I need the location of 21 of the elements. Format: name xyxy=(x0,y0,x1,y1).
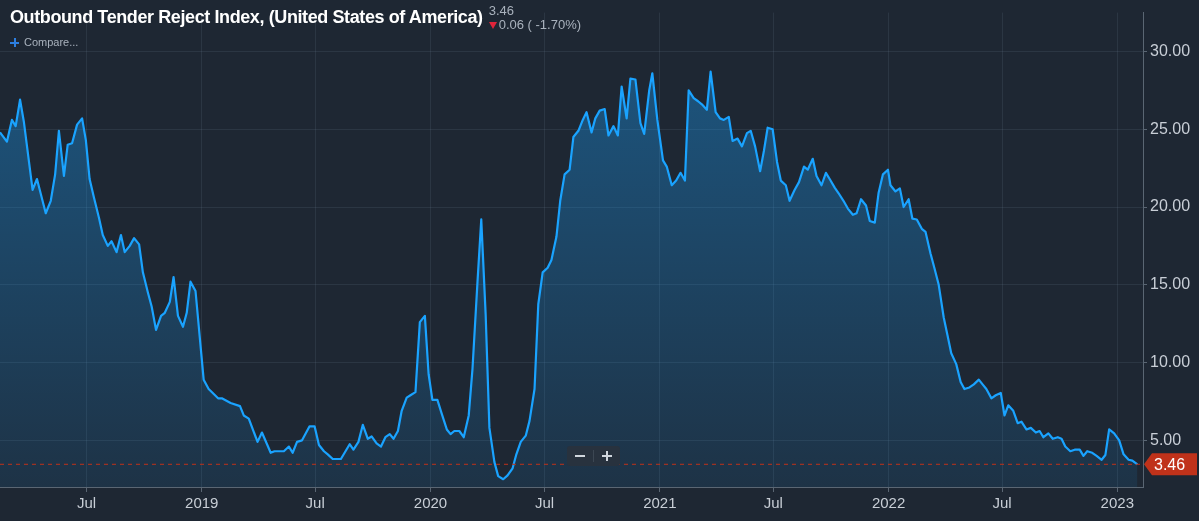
x-tick-label: Jul xyxy=(534,494,555,512)
x-tick-label: Jul xyxy=(305,494,325,512)
y-tick-label: 25.00 xyxy=(1150,119,1191,137)
chart-title: Outbound Tender Reject Index, (United States of America) xyxy=(10,6,483,29)
x-tick-label: 2022 xyxy=(871,494,906,512)
y-tick-label: 20.00 xyxy=(1150,197,1191,215)
y-tick-label: 15.00 xyxy=(1150,275,1191,293)
y-tick-label: 10.00 xyxy=(1150,352,1191,370)
annotation: 0.06 ( -1.70%) xyxy=(498,17,582,32)
ref-line-label: 3.46 xyxy=(1154,455,1186,473)
y-tick-label: 5.00 xyxy=(1150,430,1182,448)
x-tick-label: 2021 xyxy=(643,494,677,512)
x-tick-label: 2019 xyxy=(185,494,219,512)
annotation: Compare... xyxy=(24,36,79,48)
x-tick-label: 2020 xyxy=(413,494,448,512)
x-tick-label: Jul xyxy=(992,494,1012,512)
x-tick-label: Jul xyxy=(763,494,783,512)
x-tick-label: 2023 xyxy=(1100,494,1134,512)
annotation: 3.46 xyxy=(488,3,515,18)
y-tick-label: 30.00 xyxy=(1150,41,1191,59)
x-tick-label: Jul xyxy=(76,494,97,512)
